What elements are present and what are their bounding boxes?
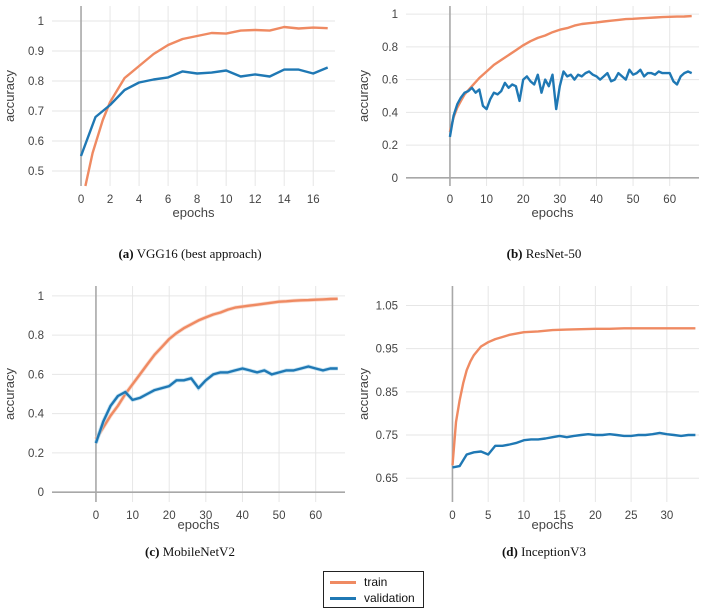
x-axis-label: epochs xyxy=(532,517,574,532)
y-tick-label: 0.65 xyxy=(376,473,398,485)
y-tick-label: 0.2 xyxy=(382,140,398,152)
series-line-train xyxy=(451,327,696,466)
x-tick-label: 6 xyxy=(165,194,171,206)
x-tick-label: 0 xyxy=(449,510,455,522)
x-tick-label: 16 xyxy=(307,194,320,206)
caption-c-letter: (c) xyxy=(145,544,160,559)
y-tick-label: 0.8 xyxy=(28,330,44,342)
caption-a-letter: (a) xyxy=(118,246,134,261)
x-axis-label: epochs xyxy=(178,517,220,532)
caption-c-text: MobileNetV2 xyxy=(162,544,235,559)
y-tick-label: 0.4 xyxy=(382,107,399,119)
x-tick-label: 10 xyxy=(518,510,531,522)
legend-swatch-train xyxy=(330,580,356,584)
x-tick-label: 5 xyxy=(485,510,491,522)
x-tick-label: 20 xyxy=(163,510,176,522)
legend-item-validation: validation xyxy=(330,590,415,606)
y-tick-label: 0.4 xyxy=(28,409,45,421)
y-tick-label: 0.95 xyxy=(376,344,398,356)
x-tick-label: 8 xyxy=(194,194,200,206)
y-tick-label: 0.2 xyxy=(28,448,44,460)
caption-a-text: VGG16 (best approach) xyxy=(136,246,262,261)
legend-label-train: train xyxy=(364,575,388,589)
x-tick-label: 50 xyxy=(273,510,286,522)
x-tick-label: 10 xyxy=(480,194,493,206)
y-tick-label: 0.75 xyxy=(376,430,398,442)
caption-c: (c) MobileNetV2 xyxy=(40,544,340,560)
x-tick-label: 30 xyxy=(199,510,212,522)
legend: train validation xyxy=(323,571,424,608)
caption-b-text: ResNet-50 xyxy=(525,246,582,261)
y-tick-label: 0 xyxy=(392,173,398,185)
caption-b-letter: (b) xyxy=(506,246,523,261)
caption-d-letter: (d) xyxy=(501,544,518,559)
legend-swatch-validation xyxy=(330,596,356,600)
y-tick-label: 1 xyxy=(38,16,44,28)
y-tick-label: 1 xyxy=(392,9,398,21)
caption-d: (d) InceptionV3 xyxy=(394,544,694,560)
y-tick-label: 0.9 xyxy=(28,46,44,58)
x-tick-label: 0 xyxy=(447,194,453,206)
x-tick-label: 50 xyxy=(627,194,640,206)
series-line-train xyxy=(448,14,692,133)
x-axis-label: epochs xyxy=(532,205,574,220)
x-tick-label: 12 xyxy=(249,194,262,206)
x-tick-label: 14 xyxy=(278,194,291,206)
x-tick-label: 60 xyxy=(663,194,676,206)
x-tick-label: 10 xyxy=(126,510,139,522)
series-line-validation xyxy=(452,431,696,469)
y-tick-label: 0.85 xyxy=(376,387,398,399)
x-tick-label: 40 xyxy=(236,510,249,522)
y-tick-label: 0.5 xyxy=(28,166,44,178)
y-tick-label: 0.6 xyxy=(382,75,398,87)
legend-item-train: train xyxy=(330,574,387,590)
y-axis-label: accuracy xyxy=(2,69,17,122)
legend-label-validation: validation xyxy=(364,591,415,605)
x-tick-label: 0 xyxy=(93,510,99,522)
x-tick-label: 15 xyxy=(553,510,566,522)
chart-vgg16: 0.50.60.70.80.910 2 4 6 8 10 12 14 16epochsaccur… xyxy=(2,6,335,220)
x-tick-label: 0 xyxy=(78,194,84,206)
x-tick-label: 25 xyxy=(625,510,638,522)
series-line-train xyxy=(84,25,328,187)
x-axis-label: epochs xyxy=(173,205,215,220)
y-axis-label: accuracy xyxy=(356,367,371,420)
y-tick-label: 0.6 xyxy=(28,369,44,381)
y-tick-label: 1.05 xyxy=(376,300,398,312)
chart-inceptionv3: 0.65 0.75 0.85 0.95 1.05 0 5 10 15 20 25 30 epochs ac… xyxy=(356,286,699,532)
caption-a: (a) VGG16 (best approach) xyxy=(40,246,340,262)
y-tick-label: 0.7 xyxy=(28,106,44,118)
x-tick-label: 2 xyxy=(107,194,113,206)
x-tick-label: 4 xyxy=(136,194,143,206)
x-tick-label: 20 xyxy=(589,510,602,522)
y-tick-label: 0.6 xyxy=(28,136,44,148)
chart-mobilenetv2: 00.20.40.60.810 10 20 30 40 50 60epochsaccurac… xyxy=(2,286,345,532)
y-tick-label: 0.8 xyxy=(28,76,44,88)
y-axis-label: accuracy xyxy=(356,69,371,122)
series-line-train xyxy=(94,297,338,440)
y-tick-label: 1 xyxy=(38,291,44,303)
x-tick-label: 30 xyxy=(553,194,566,206)
series-line-validation xyxy=(79,66,329,157)
x-tick-label: 30 xyxy=(660,510,673,522)
series-line-validation xyxy=(448,68,693,138)
y-axis-label: accuracy xyxy=(2,367,17,420)
caption-d-text: InceptionV3 xyxy=(521,544,587,559)
x-tick-label: 40 xyxy=(590,194,603,206)
y-tick-label: 0.8 xyxy=(382,42,398,54)
x-tick-label: 20 xyxy=(517,194,530,206)
y-tick-label: 0 xyxy=(38,487,44,499)
chart-resnet50: 00.20.40.60.810 10 20 30 40 50 60epochsaccurac… xyxy=(356,6,699,220)
x-tick-label: 60 xyxy=(309,510,322,522)
series-line-validation xyxy=(94,365,338,444)
caption-b: (b) ResNet-50 xyxy=(394,246,694,262)
x-tick-label: 10 xyxy=(220,194,233,206)
